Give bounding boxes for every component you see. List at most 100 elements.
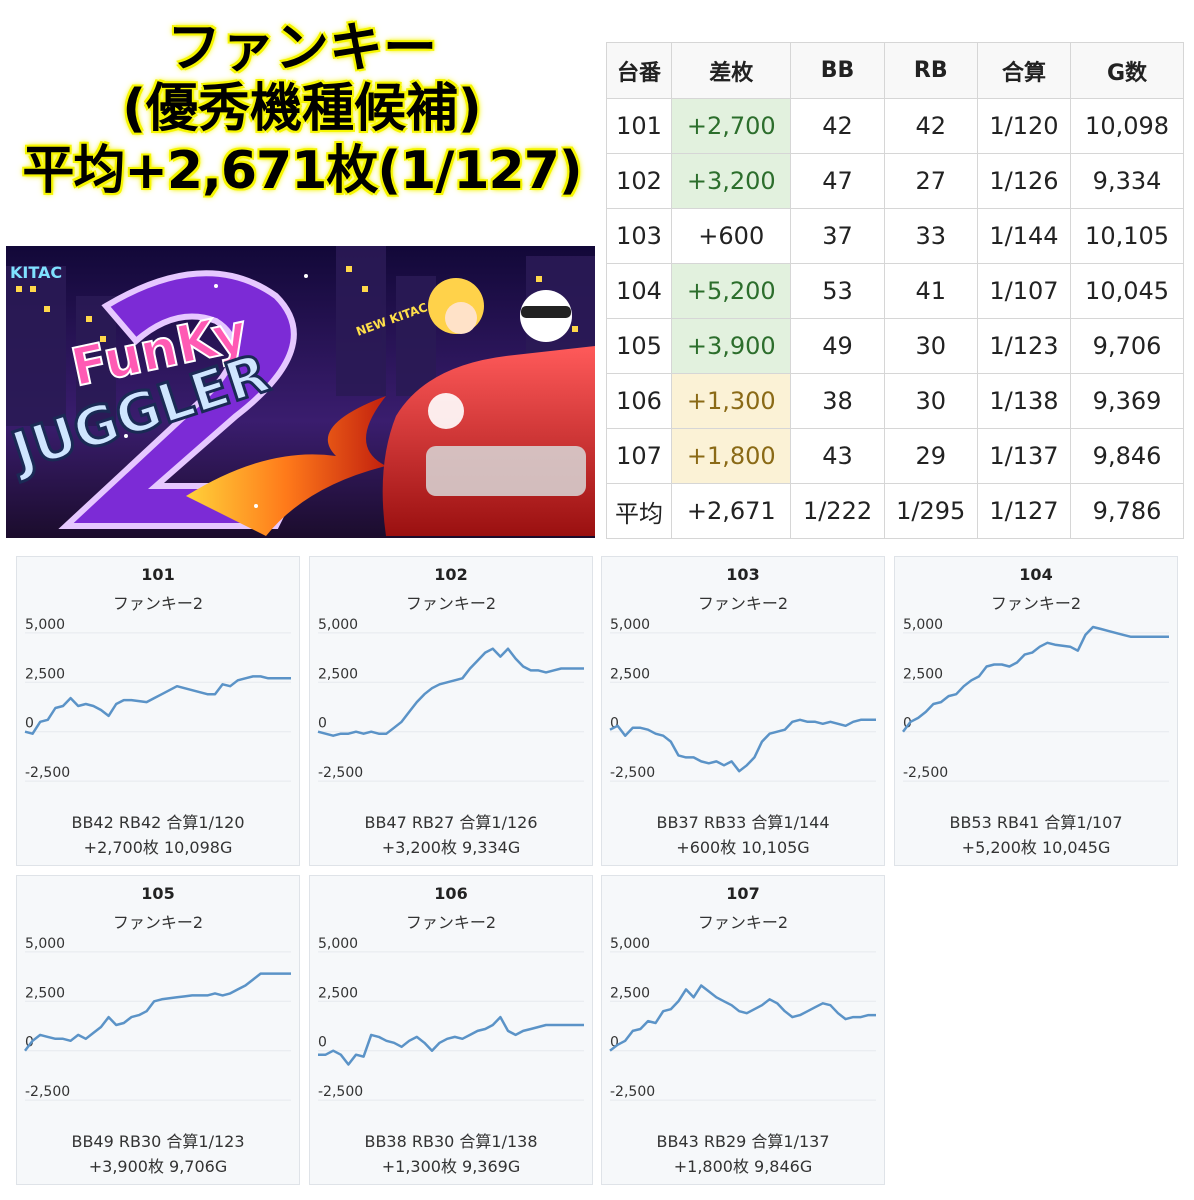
chart-stats-result: +3,900枚 9,706G (88, 1157, 228, 1176)
chart-subtitle: ファンキー2 (112, 913, 204, 932)
chart-card: 101 ファンキー2 5,000 2,500 0 -2,500 BB42 RB42 合… (16, 556, 300, 866)
cell-games: 9,369 (1070, 373, 1184, 429)
header-total: 合算 (976, 42, 1072, 99)
chart-stats-bonus: BB53 RB41 合算1/107 (949, 813, 1123, 832)
chart-card: 107 ファンキー2 5,000 2,500 0 -2,500 BB43 RB29 合… (601, 875, 885, 1185)
chart-title: 105 (141, 884, 175, 903)
chart-subtitle: ファンキー2 (990, 594, 1082, 613)
y-tick-label: 0 (318, 1035, 327, 1051)
cell-rb: 27 (883, 153, 978, 209)
chart-subtitle: ファンキー2 (112, 594, 204, 613)
cell-total: 1/137 (976, 428, 1072, 484)
header-diff: 差枚 (671, 42, 792, 99)
table-row: 103 +600 37 33 1/144 10,105 (605, 208, 1184, 264)
avg-games: 9,786 (1070, 483, 1184, 539)
y-tick-label: 5,000 (25, 936, 65, 952)
header-games: G数 (1070, 42, 1184, 99)
cell-games: 9,334 (1070, 153, 1184, 209)
cell-games: 10,105 (1070, 208, 1184, 264)
chart-subtitle: ファンキー2 (697, 594, 789, 613)
cell-rb: 33 (883, 208, 978, 264)
y-tick-label: 0 (610, 1035, 619, 1051)
table-average-row: 平均 +2,671 1/222 1/295 1/127 9,786 (605, 483, 1184, 539)
cell-no: 101 (605, 98, 673, 154)
y-tick-label: 2,500 (25, 985, 65, 1001)
cell-total: 1/126 (976, 153, 1072, 209)
chart-subtitle: ファンキー2 (697, 913, 789, 932)
chart-stats-bonus: BB37 RB33 合算1/144 (656, 813, 830, 832)
chart-stats-result: +1,300枚 9,369G (381, 1157, 521, 1176)
y-tick-label: 5,000 (903, 617, 943, 633)
cell-bb: 53 (790, 263, 885, 319)
line-chart: 5,000 2,500 0 -2,500 (609, 617, 876, 782)
title-machine-name: ファンキー (167, 16, 437, 79)
y-tick-label: 2,500 (903, 666, 943, 682)
y-tick-label: -2,500 (25, 1084, 70, 1100)
chart-title: 103 (726, 565, 760, 584)
chart-card: 106 ファンキー2 5,000 2,500 0 -2,500 BB38 RB30 合… (309, 875, 593, 1185)
y-tick-label: 0 (903, 716, 912, 732)
cell-bb: 37 (790, 208, 885, 264)
y-tick-label: 5,000 (610, 617, 650, 633)
chart-title: 104 (1019, 565, 1053, 584)
chart-card: 103 ファンキー2 5,000 2,500 0 -2,500 BB37 RB33 合… (601, 556, 885, 866)
cell-diff: +1,800 (671, 428, 792, 484)
series-line (318, 1015, 584, 1066)
cell-no: 103 (605, 208, 673, 264)
cell-rb: 30 (883, 318, 978, 374)
cell-no: 104 (605, 263, 673, 319)
cell-diff: +600 (671, 208, 792, 264)
title-candidate: (優秀機種候補) (122, 79, 482, 140)
cell-total: 1/123 (976, 318, 1072, 374)
cell-bb: 38 (790, 373, 885, 429)
cell-total: 1/120 (976, 98, 1072, 154)
series-line (609, 718, 876, 773)
machine-artwork: FunKy JUGGLER KITAC NEW KITAC (6, 246, 595, 538)
avg-diff: +2,671 (671, 483, 792, 539)
cell-games: 9,706 (1070, 318, 1184, 374)
chart-card: 105 ファンキー2 5,000 2,500 0 -2,500 BB49 RB30 合… (16, 875, 300, 1185)
cell-rb: 42 (883, 98, 978, 154)
chart-stats-bonus: BB49 RB30 合算1/123 (71, 1132, 245, 1151)
table-row: 107 +1,800 43 29 1/137 9,846 (605, 428, 1184, 484)
cell-total: 1/144 (976, 208, 1072, 264)
table-row: 104 +5,200 53 41 1/107 10,045 (605, 263, 1184, 319)
y-tick-label: 0 (25, 716, 34, 732)
cell-diff: +2,700 (671, 98, 792, 154)
series-line (902, 625, 1169, 733)
series-line (24, 675, 291, 735)
y-tick-label: 0 (318, 716, 327, 732)
title-block: ファンキー (優秀機種候補) 平均+2,671枚(1/127) (0, 12, 604, 200)
y-tick-label: 5,000 (25, 617, 65, 633)
table-header-row: 台番 差枚 BB RB 合算 G数 (605, 42, 1184, 99)
stats-table: 台番 差枚 BB RB 合算 G数 101 +2,700 42 42 1/120… (605, 42, 1184, 539)
avg-label: 平均 (605, 483, 673, 539)
chart-card: 102 ファンキー2 5,000 2,500 0 -2,500 BB47 RB27 合… (309, 556, 593, 866)
table-row: 105 +3,900 49 30 1/123 9,706 (605, 318, 1184, 374)
y-tick-label: 2,500 (318, 666, 358, 682)
line-chart: 5,000 2,500 0 -2,500 (609, 936, 876, 1101)
chart-stats-bonus: BB38 RB30 合算1/138 (364, 1132, 538, 1151)
cell-games: 10,098 (1070, 98, 1184, 154)
chart-title: 106 (434, 884, 468, 903)
chart-subtitle: ファンキー2 (405, 913, 497, 932)
y-tick-label: -2,500 (903, 765, 948, 781)
line-chart: 5,000 2,500 0 -2,500 (24, 936, 291, 1101)
y-tick-label: -2,500 (610, 765, 655, 781)
cell-games: 10,045 (1070, 263, 1184, 319)
y-tick-label: 2,500 (610, 666, 650, 682)
line-chart: 5,000 2,500 0 -2,500 (24, 617, 291, 782)
line-chart: 5,000 2,500 0 -2,500 (902, 617, 1169, 782)
line-chart: 5,000 2,500 0 -2,500 (318, 936, 584, 1101)
header-bb: BB (790, 42, 885, 99)
header-machine-no: 台番 (605, 42, 673, 99)
cell-diff: +3,200 (671, 153, 792, 209)
cell-diff: +5,200 (671, 263, 792, 319)
table-row: 101 +2,700 42 42 1/120 10,098 (605, 98, 1184, 154)
chart-card: 104 ファンキー2 5,000 2,500 0 -2,500 BB53 RB41 合… (894, 556, 1178, 866)
cell-no: 107 (605, 428, 673, 484)
cell-diff: +1,300 (671, 373, 792, 429)
chart-subtitle: ファンキー2 (405, 594, 497, 613)
chart-title: 102 (434, 565, 468, 584)
cell-bb: 42 (790, 98, 885, 154)
